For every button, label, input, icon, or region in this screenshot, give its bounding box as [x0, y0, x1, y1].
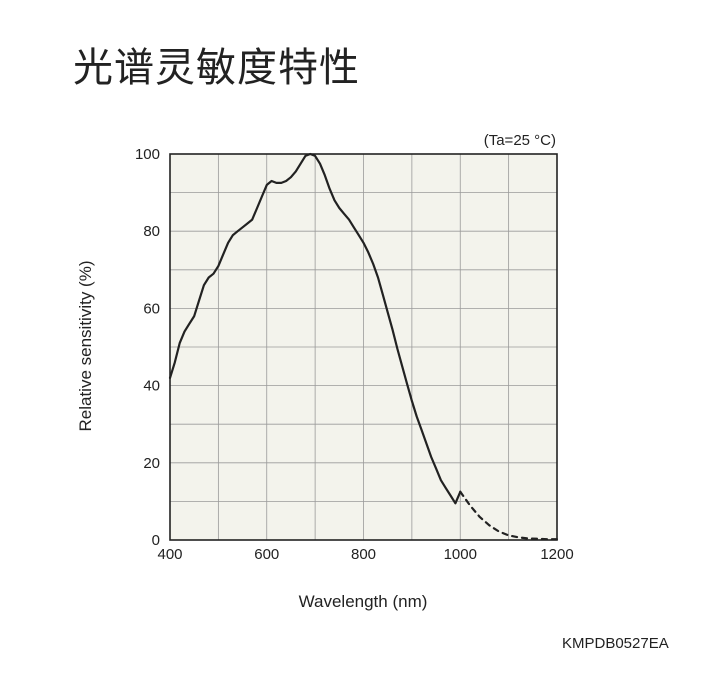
page-title: 光谱灵敏度特性 [73, 45, 360, 91]
y-tick-label: 100 [135, 146, 160, 163]
x-tick-labels: 400 600 800 1000 1200 [157, 546, 573, 563]
y-tick-label: 40 [143, 378, 160, 395]
grid-lines [170, 154, 557, 540]
series-line-solid [168, 152, 462, 505]
condition-note: (Ta=25 °C) [484, 132, 556, 149]
x-tick-label: 1000 [444, 546, 477, 563]
x-axis-label: Wavelength (nm) [299, 592, 428, 611]
y-tick-labels: 0 20 40 60 80 100 [135, 146, 160, 549]
y-axis-label: Relative sensitivity (%) [76, 261, 95, 432]
y-tick-label: 80 [143, 223, 160, 240]
x-tick-label: 400 [157, 546, 182, 563]
x-tick-label: 600 [254, 546, 279, 563]
series-lines [168, 152, 559, 541]
y-tick-label: 20 [143, 455, 160, 472]
x-tick-label: 800 [351, 546, 376, 563]
y-tick-label: 0 [152, 532, 160, 549]
plot-frame [169, 153, 558, 541]
document-code: KMPDB0527EA [562, 635, 669, 652]
y-tick-label: 60 [143, 300, 160, 317]
x-tick-label: 1200 [540, 546, 573, 563]
